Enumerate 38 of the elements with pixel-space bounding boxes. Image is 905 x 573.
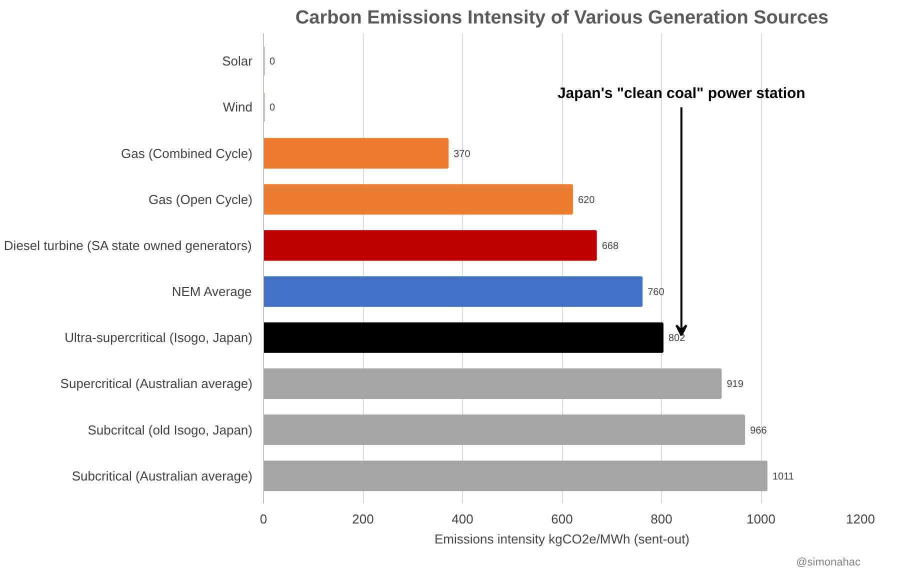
data-label: 966 bbox=[750, 425, 768, 436]
bar bbox=[264, 414, 746, 446]
bar bbox=[264, 230, 597, 261]
data-label: 0 bbox=[270, 56, 276, 68]
data-label: 620 bbox=[578, 194, 596, 206]
y-tick-label: Subcritcal (old Isogo, Japan) bbox=[88, 422, 253, 438]
bar bbox=[264, 138, 449, 169]
x-tick-label: 800 bbox=[650, 512, 672, 526]
bar bbox=[264, 276, 643, 307]
data-label: 760 bbox=[648, 287, 665, 298]
x-tick-label: 400 bbox=[452, 512, 474, 526]
y-tick-label: NEM Average bbox=[172, 284, 252, 300]
bar bbox=[264, 184, 573, 215]
annotation: Japan's "clean coal" power station bbox=[557, 84, 806, 102]
x-tick-label: 0 bbox=[260, 512, 268, 526]
bar bbox=[264, 460, 768, 492]
x-tick-label: 200 bbox=[352, 512, 374, 526]
data-label: 919 bbox=[726, 379, 744, 390]
data-label: 0 bbox=[270, 102, 276, 114]
y-tick-label: Subcritical (Australian average) bbox=[72, 468, 253, 484]
y-tick-label: Gas (Open Cycle) bbox=[148, 192, 253, 207]
x-tick-label: 1000 bbox=[746, 512, 776, 526]
data-label: 668 bbox=[602, 240, 619, 252]
y-tick-label: Ultra-supercritical (Isogo, Japan) bbox=[64, 330, 253, 346]
y-tick-label: Diesel turbine (SA state owned generators) bbox=[4, 238, 252, 253]
x-tick-label: 600 bbox=[551, 512, 573, 526]
y-tick-label: Solar bbox=[222, 54, 254, 69]
text: @simonahac bbox=[796, 556, 861, 568]
data-label: 1011 bbox=[772, 471, 794, 482]
data-label: 370 bbox=[454, 148, 471, 160]
y-tick-label: Supercritical (Australian average) bbox=[60, 376, 253, 392]
chart-title: Carbon Emissions Intensity of Various Generation Sources bbox=[295, 8, 829, 28]
y-tick-label: Wind bbox=[222, 100, 253, 115]
bar bbox=[264, 322, 664, 353]
x-tick-label: 1200 bbox=[846, 512, 875, 526]
y-tick-label: Gas (Combined Cycle) bbox=[121, 146, 253, 161]
x-axis-title: Emissions intensity kgCO2e/MWh (sent-out) bbox=[434, 532, 690, 546]
bar bbox=[264, 368, 722, 399]
